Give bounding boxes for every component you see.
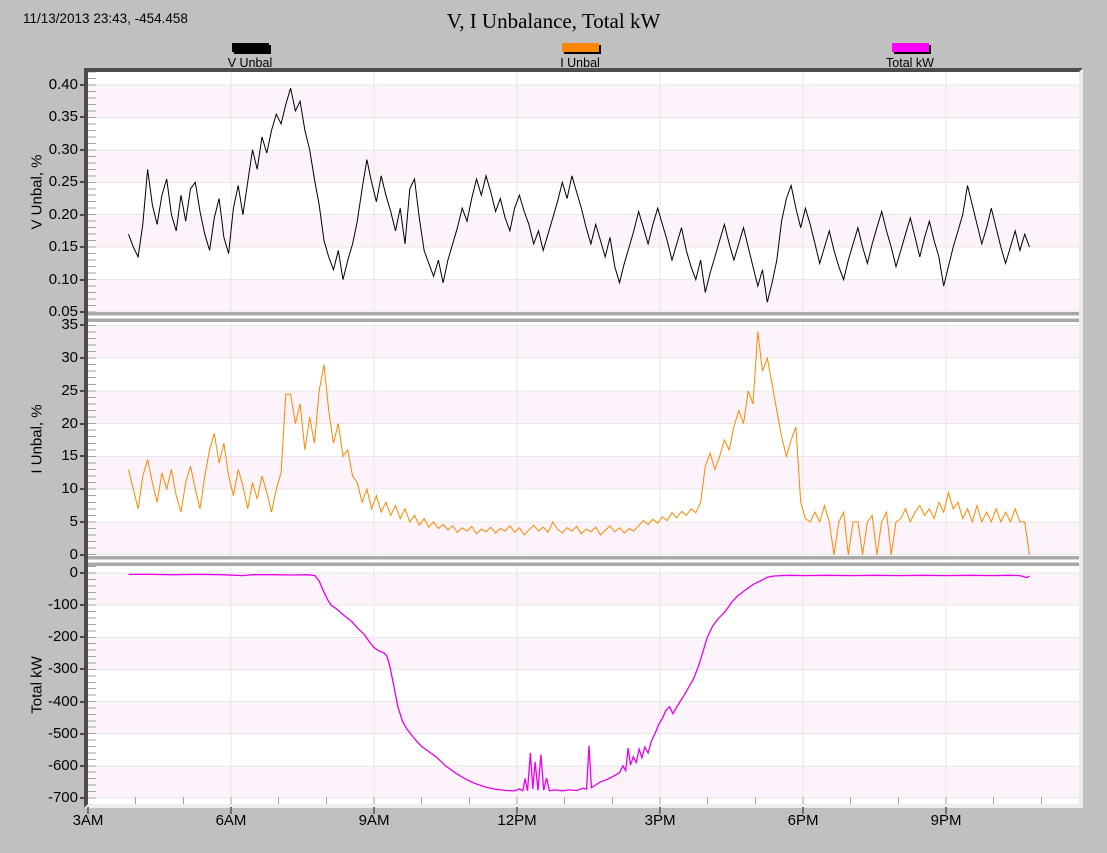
series-i-unbal <box>128 331 1030 555</box>
chart-title: V, I Unbalance, Total kW <box>446 9 661 33</box>
panel-v-unbal <box>88 72 1079 313</box>
band <box>88 701 1079 734</box>
separator <box>88 556 1079 566</box>
band <box>88 765 1079 798</box>
y-tick-label: 25 <box>61 381 78 399</box>
band <box>88 521 1079 555</box>
band <box>88 214 1079 248</box>
band <box>88 149 1079 183</box>
y-tick-label: -600 <box>47 756 78 774</box>
legend-item-v-unbal: V Unbal <box>190 43 310 70</box>
x-tick-mark <box>659 807 662 814</box>
y-tick-label: 0 <box>69 545 78 563</box>
panel-total-kw <box>88 566 1079 804</box>
y-tick-label: 0.40 <box>48 75 78 93</box>
cursor-readout: 11/13/2013 23:43, -454.458 <box>23 11 188 26</box>
y-axis-title-total-kw: Total kW <box>28 656 46 714</box>
band <box>88 456 1079 490</box>
band <box>88 390 1079 424</box>
panel-i-unbal <box>88 322 1079 556</box>
separator-bar <box>88 556 1079 560</box>
series-v-unbal <box>128 88 1030 303</box>
separator-bar <box>88 318 1079 322</box>
i-unbal-swatch <box>561 43 599 52</box>
y-tick-label: -100 <box>47 596 78 614</box>
y-tick-label: -500 <box>47 724 78 742</box>
band <box>88 84 1079 118</box>
total-kw-swatch <box>891 43 929 52</box>
v-unbal-swatch <box>231 43 269 52</box>
y-tick-label: -400 <box>47 692 78 710</box>
x-tick-mark <box>87 807 89 814</box>
legend-label-v-unbal: V Unbal <box>227 56 273 70</box>
y-tick-label: -700 <box>47 788 78 806</box>
legend-item-total-kw: Total kW <box>850 43 970 70</box>
x-tick-label: 6PM <box>787 812 819 829</box>
y-axis-title-i-unbal: I Unbal, % <box>28 404 46 474</box>
y-tick-label: 0.10 <box>48 270 78 288</box>
separator-bar <box>88 312 1079 316</box>
y-tick-label: 0.05 <box>48 303 78 320</box>
series-total-kw <box>128 573 1030 792</box>
x-tick-mark <box>516 807 519 814</box>
x-tick-label: 9PM <box>930 812 962 829</box>
band <box>88 325 1079 359</box>
plot-bg <box>88 72 1079 804</box>
y-tick-label: 35 <box>61 316 78 334</box>
y-tick-label: 30 <box>61 349 78 367</box>
y-tick-label: 0.25 <box>48 173 78 191</box>
separator-bar <box>88 562 1079 566</box>
y-tick-label: 10 <box>61 480 78 498</box>
x-tick-label: 12PM <box>497 812 537 829</box>
x-tick-label: 3AM <box>72 812 104 829</box>
band <box>88 279 1079 312</box>
plot-area[interactable] <box>88 72 1079 804</box>
band <box>88 637 1079 670</box>
legend-item-i-unbal: I Unbal <box>520 43 640 70</box>
separator <box>88 312 1079 322</box>
y-tick-label: 0 <box>69 564 78 582</box>
y-tick-label: 0.35 <box>48 108 78 126</box>
y-tick-label: 20 <box>61 414 78 432</box>
x-tick-mark <box>230 807 232 814</box>
y-axis-title-v-unbal: V Unbal, % <box>28 154 46 230</box>
x-tick-mark <box>802 807 805 814</box>
y-tick-label: 15 <box>61 447 78 465</box>
legend-label-total-kw: Total kW <box>886 56 934 70</box>
y-tick-label: 5 <box>69 512 78 530</box>
x-tick-mark <box>373 807 376 814</box>
x-tick-label: 3PM <box>644 812 676 829</box>
legend-label-i-unbal: I Unbal <box>560 56 600 70</box>
x-tick-label: 9AM <box>358 812 390 829</box>
x-tick-mark <box>945 807 948 814</box>
band <box>88 573 1079 606</box>
y-tick-label: 0.30 <box>48 140 78 158</box>
y-tick-label: -300 <box>47 660 78 678</box>
x-tick-label: 6AM <box>215 812 247 829</box>
y-tick-label: 0.15 <box>48 238 78 256</box>
y-tick-label: -200 <box>47 628 78 646</box>
y-tick-label: 0.20 <box>48 205 78 223</box>
